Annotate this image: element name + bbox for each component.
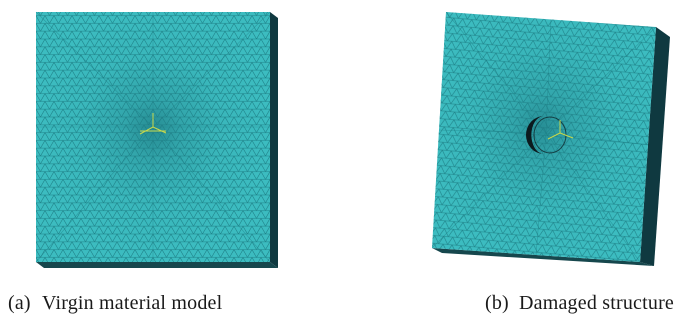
damaged-mesh-figure [432, 12, 670, 266]
plate-bottom-edge [36, 262, 278, 268]
plate-side-edge [270, 12, 278, 268]
plate-bottom-edge [432, 248, 654, 266]
axis-marker-icon [139, 113, 167, 135]
virgin-mesh-figure [35, 11, 278, 268]
caption-tag-b: (b) [485, 292, 509, 314]
caption-virgin-model: (a) Virgin material model [8, 292, 222, 315]
panel-damaged-structure: (b) Damaged structure [338, 0, 675, 330]
caption-damaged-structure: (b) Damaged structure [485, 292, 674, 315]
damage-hole-icon [525, 115, 544, 154]
plate-side-edge [640, 27, 670, 266]
axis-marker-icon [547, 120, 574, 140]
caption-text-a: Virgin material model [42, 292, 223, 314]
panel-virgin-model: (a) Virgin material model [0, 0, 330, 330]
caption-tag-a: (a) [8, 292, 31, 314]
caption-text-b: Damaged structure [519, 292, 675, 314]
